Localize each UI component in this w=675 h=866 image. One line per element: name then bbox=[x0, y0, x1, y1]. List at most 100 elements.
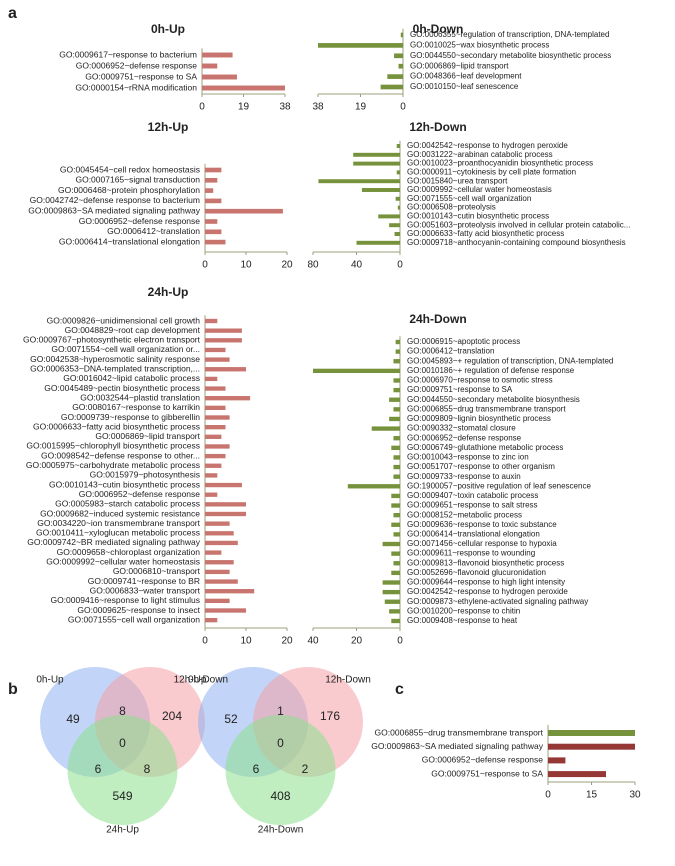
bar bbox=[391, 618, 400, 624]
bar bbox=[205, 531, 234, 536]
region-count: 49 bbox=[66, 712, 80, 726]
bar bbox=[205, 482, 242, 488]
bar bbox=[393, 407, 400, 412]
category-label: GO:0009625~response to insect bbox=[77, 605, 200, 615]
bar bbox=[378, 214, 400, 219]
x-tick-label: 0 bbox=[202, 260, 208, 271]
bar bbox=[318, 179, 400, 184]
bar bbox=[395, 339, 400, 345]
bar bbox=[205, 347, 226, 353]
bar bbox=[205, 188, 214, 193]
category-label: GO:0032544~plastid translation bbox=[80, 392, 200, 402]
region-count: 204 bbox=[162, 709, 182, 723]
x-tick-label: 20 bbox=[281, 260, 293, 271]
category-label: GO:0009863~SA mediated signaling pathway bbox=[28, 205, 201, 215]
category-label: GO:0010150~leaf senescence bbox=[410, 82, 519, 91]
category-label: GO:0052696~flavonoid glucuronidation bbox=[407, 568, 546, 577]
category-label: GO:0006353~DNA-templated transcription,.… bbox=[30, 364, 200, 374]
bar bbox=[205, 405, 226, 411]
bar bbox=[205, 560, 234, 565]
category-label: GO:0009992~cellular water homeostasis bbox=[407, 185, 552, 194]
bar bbox=[205, 540, 238, 546]
set-label: 24h-Up bbox=[106, 825, 139, 836]
category-label: GO:0071555~cell wall organization bbox=[407, 194, 531, 203]
bar bbox=[205, 338, 242, 343]
bar bbox=[205, 598, 230, 604]
region-count: 52 bbox=[224, 712, 238, 726]
bar bbox=[389, 609, 400, 614]
category-label: GO:0044550~secondary metabolite biosynth… bbox=[407, 395, 580, 404]
bar bbox=[387, 74, 403, 79]
category-label: GO:0009751~response to SA bbox=[407, 385, 513, 394]
bar bbox=[548, 743, 635, 750]
category-label: GO:0090332~stomatal closure bbox=[407, 424, 516, 433]
category-label: GO:0016042~lipid catabolic process bbox=[63, 373, 200, 383]
x-tick-label: 40 bbox=[307, 636, 319, 647]
chart-title: 24h-Up bbox=[148, 285, 189, 299]
category-label: GO:0009644~response to high light intens… bbox=[407, 578, 565, 587]
category-label: GO:0009751~response to SA bbox=[431, 768, 543, 778]
category-label: GO:0009617~response to bacterium bbox=[59, 49, 197, 59]
bar bbox=[205, 463, 222, 468]
category-label: GO:0009407~toxin catabolic process bbox=[407, 491, 538, 500]
bar bbox=[397, 205, 400, 210]
category-label: GO:0006952~defense response bbox=[76, 60, 197, 70]
bar bbox=[202, 85, 285, 91]
venn-set bbox=[225, 715, 336, 825]
chart-title: 12h-Up bbox=[148, 120, 189, 134]
category-label: GO:0005983~starch catabolic process bbox=[55, 499, 200, 509]
category-label: GO:0009741~response to BR bbox=[88, 576, 200, 586]
x-tick-label: 38 bbox=[279, 102, 291, 113]
bar bbox=[205, 608, 246, 613]
set-label: 24h-Down bbox=[258, 825, 304, 836]
bar bbox=[205, 521, 230, 526]
category-label: GO:0009658~chloroplast organization bbox=[57, 547, 201, 557]
region-count: 549 bbox=[112, 789, 132, 803]
category-label: GO:0009813~flavonoid biosynthetic proces… bbox=[407, 558, 564, 567]
bar bbox=[395, 196, 400, 201]
category-label: GO:0009809~lignin biosynthetic process bbox=[407, 414, 551, 423]
category-label: GO:0051603~proteolysis involved in cellu… bbox=[407, 220, 630, 229]
category-label: GO:0009826~unidimensional cell growth bbox=[47, 315, 201, 325]
bar bbox=[205, 502, 246, 507]
category-label: GO:0009751~response to SA bbox=[85, 71, 197, 81]
bar bbox=[394, 232, 400, 236]
bar bbox=[393, 455, 400, 460]
category-label: GO:0006952~defense response bbox=[407, 433, 522, 442]
category-label: GO:0009873~ethylene-activated signaling … bbox=[407, 597, 588, 606]
bar bbox=[205, 511, 246, 517]
bar bbox=[205, 617, 218, 623]
panel-label: c bbox=[395, 681, 404, 698]
x-tick-label: 19 bbox=[355, 102, 367, 113]
bar bbox=[393, 436, 400, 441]
category-label: GO:0071554~cell wall organization or... bbox=[51, 344, 200, 354]
bar bbox=[391, 503, 400, 508]
bar bbox=[205, 415, 230, 420]
chart-title: 0h-Down bbox=[413, 22, 464, 36]
bar bbox=[548, 757, 566, 764]
bar bbox=[205, 569, 230, 575]
x-tick-label: 0 bbox=[400, 102, 406, 113]
category-label: GO:0007165~signal transduction bbox=[75, 175, 200, 185]
bar bbox=[396, 144, 400, 148]
bar bbox=[393, 561, 400, 566]
bar bbox=[205, 367, 246, 372]
category-label: GO:0080167~response to karrikin bbox=[72, 402, 200, 412]
category-label: GO:0010411~xyloglucan metabolic process bbox=[36, 528, 200, 538]
category-label: GO:0009733~response to auxin bbox=[407, 472, 521, 481]
category-label: GO:0006869~lipid transport bbox=[95, 431, 200, 441]
category-label: GO:0006833~water transport bbox=[90, 585, 201, 595]
category-label: GO:0010023~proanthocyanidin biosynthetic… bbox=[407, 159, 593, 168]
category-label: GO:0006915~apoptotic process bbox=[407, 337, 520, 346]
bar bbox=[205, 424, 226, 430]
bar bbox=[394, 53, 403, 59]
bar bbox=[548, 771, 606, 778]
category-label: GO:0006468~protein phosphorylation bbox=[58, 185, 200, 195]
category-label: GO:0009636~response to toxic substance bbox=[407, 520, 557, 529]
set-label: 12h-Down bbox=[325, 675, 371, 686]
bar bbox=[393, 512, 400, 518]
bar bbox=[205, 396, 251, 401]
bar bbox=[313, 368, 400, 374]
category-label: GO:0010025~wax biosynthetic process bbox=[410, 41, 549, 50]
bar bbox=[396, 170, 400, 175]
